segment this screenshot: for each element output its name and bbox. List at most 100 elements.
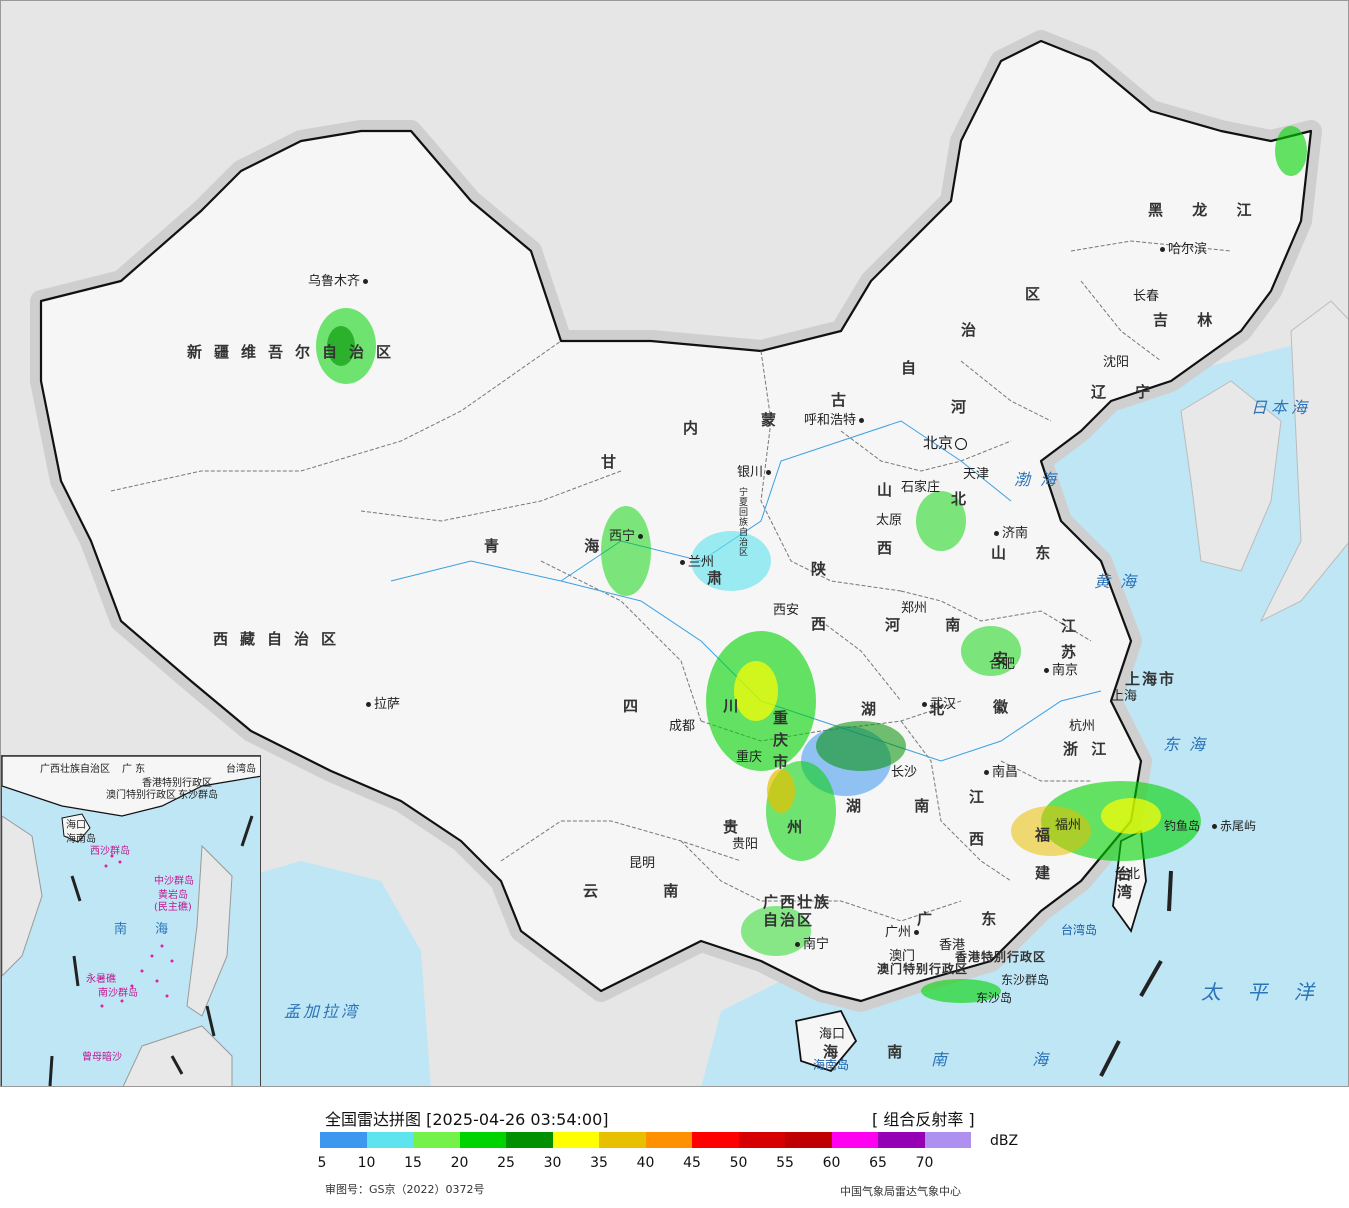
legend-title: 全国雷达拼图 [2025-04-26 03:54:00]: [325, 1110, 609, 1129]
province-label-anhui: 安徽: [993, 650, 1009, 716]
map-canvas: [30, 30, 1348, 1086]
province-label-sichuan: 四 川: [623, 697, 779, 715]
province-label-hebei-1: 河: [951, 398, 979, 416]
inset-islands-marks: [100, 854, 174, 1008]
legend-swatch: [506, 1132, 553, 1148]
city-nanchang: 南昌: [981, 761, 1018, 780]
inset-indochina: [2, 815, 43, 977]
city-yinchuan: 银川: [737, 461, 774, 480]
province-label-neimenggu-3: 古: [831, 391, 859, 409]
province-label-liaoning: 辽 宁: [1091, 383, 1163, 401]
city-beijing: 北京: [923, 432, 968, 453]
province-label-xinjiang: 新疆维吾尔自治区: [187, 343, 404, 361]
province-label-jiangxi: 江 西: [969, 788, 985, 848]
legend-tick-label: 20: [450, 1155, 469, 1171]
province-label-hainan: 海 南: [823, 1043, 925, 1061]
city-harbin: 哈尔滨: [1157, 238, 1207, 257]
inset-label-guangdong: 广 东: [122, 764, 146, 775]
city-shenyang: 沈阳: [1103, 355, 1130, 370]
province-label-hebei-2: 北: [951, 490, 979, 508]
legend-color-bar: [320, 1132, 971, 1148]
city-xining: 西宁: [609, 525, 646, 544]
province-label-yunnan: 云 南: [583, 882, 709, 900]
legend-swatch: [320, 1132, 367, 1148]
legend-swatch: [785, 1132, 832, 1148]
japan-islands: [1259, 300, 1348, 623]
inset-label-macau: 澳门特别行政区: [106, 790, 176, 801]
province-label-neimenggu-6: 区: [1025, 285, 1053, 303]
island-taiwan: 台湾岛: [1061, 923, 1098, 937]
province-label-ningxia: 宁夏回族自治区: [739, 488, 749, 558]
inset-label-yongshu: 永暑礁: [86, 974, 116, 985]
legend-tick-label: 40: [636, 1155, 655, 1171]
legend-tick-label: 60: [822, 1155, 841, 1171]
inset-label-nansha: 南沙群岛: [98, 988, 138, 999]
province-label-hongkong: 香港特别行政区: [955, 950, 1047, 964]
city-tianjin: 天津: [963, 467, 990, 482]
province-label-shaanxi-2: 西: [811, 615, 839, 633]
map-review-number: 审图号：GS京（2022）0372号: [325, 1183, 485, 1196]
province-label-shandong: 山 东: [991, 544, 1063, 562]
city-hefei: 合肥: [989, 657, 1016, 672]
island-chiwei: 赤尾屿: [1209, 817, 1256, 834]
province-label-henan: 河 南: [885, 616, 981, 634]
province-label-neimenggu-4: 自: [901, 359, 929, 377]
city-taibei: 台北: [1114, 867, 1141, 882]
city-lanzhou: 兰州: [677, 551, 714, 570]
province-label-zhejiang: 浙 江: [1063, 740, 1111, 758]
city-urumqi: 乌鲁木齐: [308, 270, 371, 289]
legend-swatch: [599, 1132, 646, 1148]
legend-tick-label: 45: [683, 1155, 701, 1171]
city-hohhot: 呼和浩特: [804, 409, 867, 428]
legend-swatch: [924, 1132, 971, 1148]
inset-label-hainan: 海南岛: [66, 834, 96, 845]
province-label-gansu-1: 甘: [601, 453, 629, 471]
city-guiyang: 贵阳: [732, 837, 759, 852]
city-kunming: 昆明: [629, 856, 656, 871]
sea-nanhai: 南 海: [931, 1050, 1089, 1069]
sea-donghai: 东海: [1163, 735, 1216, 754]
city-chongqing: 重庆: [736, 750, 763, 765]
province-label-guizhou: 贵 州: [723, 818, 825, 836]
province-label-shanxi-1: 山: [877, 481, 905, 499]
city-xian: 西安: [773, 603, 800, 618]
inset-label-hk: 香港特别行政区: [142, 778, 212, 789]
legend-panel: 全国雷达拼图 [2025-04-26 03:54:00] [ 组合反射率 ] d…: [0, 1087, 1349, 1208]
legend-swatch: [413, 1132, 460, 1148]
inset-label-zengmu: 曾母暗沙: [82, 1052, 122, 1063]
province-label-shanxi-2: 西: [877, 539, 905, 557]
ocean-south-west: [231, 861, 431, 1086]
sea-japan: 日本海: [1251, 398, 1312, 417]
inset-land: [2, 756, 260, 817]
city-guangzhou: 广州: [885, 921, 922, 940]
inset-label-zhongsha: 中沙群岛: [154, 876, 194, 887]
inset-label-haikou: 海口: [66, 820, 86, 831]
city-changsha: 长沙: [891, 765, 918, 780]
korea-peninsula: [1180, 380, 1282, 572]
inset-label-dongsha: 东沙群岛: [178, 790, 218, 801]
province-label-xizang: 西藏自治区: [213, 630, 349, 648]
province-label-shanghai: 上海市: [1125, 670, 1177, 688]
inset-borneo: [122, 1025, 233, 1086]
maritime-boundary-marks: [1099, 870, 1173, 1077]
legend-tick-label: 30: [543, 1155, 562, 1171]
inset-label-huangyan: 黄岩岛: [158, 890, 188, 901]
ocean-east: [701, 331, 1348, 1086]
inset-label-taiwan: 台湾岛: [226, 764, 256, 775]
legend-product-type: [ 组合反射率 ]: [872, 1110, 975, 1129]
radar-map[interactable]: 新疆维吾尔自治区 西藏自治区 青 海 甘 肃 内 蒙 古 自 治 区 黑 龙 江…: [0, 0, 1349, 1087]
province-label-jilin: 吉 林: [1153, 311, 1225, 329]
city-shanghai: 上海: [1111, 689, 1138, 704]
province-label-guangxi: 广西壮族自治区: [763, 893, 832, 929]
province-label-fujian: 福 建: [1035, 826, 1051, 882]
province-label-gansu-2: 肃: [707, 569, 735, 587]
province-label-neimenggu-2: 蒙: [761, 411, 789, 429]
city-fuzhou: 福州: [1055, 818, 1082, 833]
province-label-jiangsu: 江 苏: [1061, 617, 1077, 661]
inset-label-nanhai: 南 海: [114, 922, 181, 937]
legend-tick-label: 15: [404, 1155, 422, 1171]
province-label-neimenggu-5: 治: [961, 321, 989, 339]
city-chengdu: 成都: [669, 719, 696, 734]
inset-dash-marks: [48, 815, 254, 1086]
province-label-taiwan: 台湾: [1117, 865, 1133, 901]
